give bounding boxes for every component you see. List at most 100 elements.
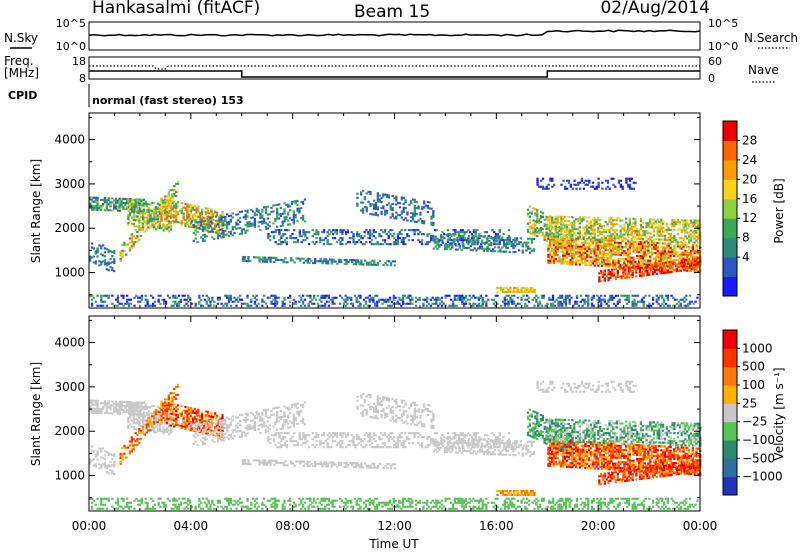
power-cell (567, 252, 570, 255)
power-cell (589, 226, 593, 229)
power-cell (511, 290, 514, 293)
power-cell (333, 231, 337, 234)
power-cell (557, 296, 560, 299)
power-cell (111, 261, 114, 264)
power-cell (453, 298, 456, 301)
power-cell (601, 271, 605, 274)
power-cell (149, 220, 152, 223)
power-cell (107, 197, 110, 200)
power-cell (539, 229, 543, 232)
power-cell (638, 241, 641, 244)
velocity-cell (96, 409, 99, 412)
power-cell (676, 253, 680, 256)
power-cell (327, 300, 331, 303)
power-cell (580, 261, 583, 264)
power-cell (578, 236, 581, 239)
power-cell (684, 229, 687, 232)
power-cell (157, 294, 160, 297)
power-cell (467, 229, 470, 232)
power-cell (369, 263, 372, 266)
power-cell (455, 294, 458, 297)
power-cell (606, 241, 609, 244)
power-cell (616, 269, 619, 272)
power-cell (595, 220, 598, 223)
power-cell (554, 215, 557, 218)
power-cell (182, 212, 185, 215)
power-cell (612, 239, 615, 242)
power-cell (580, 249, 583, 252)
power-cell (137, 300, 140, 303)
power-cell (285, 243, 288, 246)
power-cell (246, 296, 249, 299)
power-cell (516, 286, 519, 289)
power-cell (538, 228, 541, 231)
power-cell (103, 251, 107, 254)
power-cell (477, 241, 480, 244)
power-cell (507, 290, 510, 293)
power-cell (253, 220, 257, 223)
power-cell (257, 225, 260, 228)
power-cell (554, 228, 557, 231)
power-cell (111, 251, 114, 254)
power-cell (689, 239, 693, 242)
power-cell (103, 300, 107, 303)
power-cell (650, 222, 654, 225)
power-cell (127, 208, 130, 211)
power-cell (184, 224, 187, 227)
power-cell (697, 225, 700, 228)
velocity-cell (156, 427, 160, 430)
power-cell (475, 235, 478, 238)
power-cell (136, 219, 139, 222)
power-cell (301, 216, 305, 219)
power-cell (681, 298, 684, 301)
power-cell (619, 185, 622, 188)
power-cell (105, 262, 108, 265)
power-cell (545, 217, 548, 220)
power-cell (688, 245, 691, 248)
power-cell (227, 223, 231, 226)
power-cell (147, 213, 150, 216)
power-cell (658, 254, 661, 257)
power-cell (539, 215, 543, 218)
power-cell (632, 221, 635, 224)
power-cell (669, 254, 672, 257)
power-cell (451, 304, 455, 307)
power-cell (214, 225, 218, 228)
power-cell (536, 231, 539, 234)
power-cell (142, 212, 145, 215)
power-cell (629, 274, 632, 277)
power-cell (102, 260, 105, 263)
power-cell (431, 296, 434, 299)
power-cell (432, 247, 435, 250)
power-cell (198, 296, 201, 299)
power-cell (390, 304, 394, 307)
power-cell (645, 226, 648, 229)
power-cell (369, 193, 372, 196)
power-cell (683, 267, 686, 270)
power-cell (186, 211, 189, 214)
power-cell (613, 229, 617, 232)
power-cell (534, 230, 537, 233)
power-cell (292, 222, 295, 225)
power-cell (686, 253, 689, 256)
power-cell (164, 225, 167, 228)
power-cell (186, 209, 189, 212)
power-cell (380, 235, 383, 238)
velocity-cell (173, 413, 176, 416)
power-cell (557, 300, 560, 303)
power-cell (663, 238, 667, 241)
velocity-cell (132, 421, 135, 424)
power-cell (628, 250, 631, 253)
power-cell (692, 260, 695, 263)
power-cell (641, 251, 644, 254)
power-cell (186, 213, 189, 216)
power-cell (606, 235, 609, 238)
power-cell (371, 203, 374, 206)
power-cell (600, 238, 604, 241)
power-cell (183, 294, 186, 297)
power-cell (585, 300, 588, 303)
power-cell (420, 241, 424, 244)
power-cell (663, 258, 667, 261)
power-cell (608, 231, 611, 234)
power-cell (520, 290, 523, 293)
